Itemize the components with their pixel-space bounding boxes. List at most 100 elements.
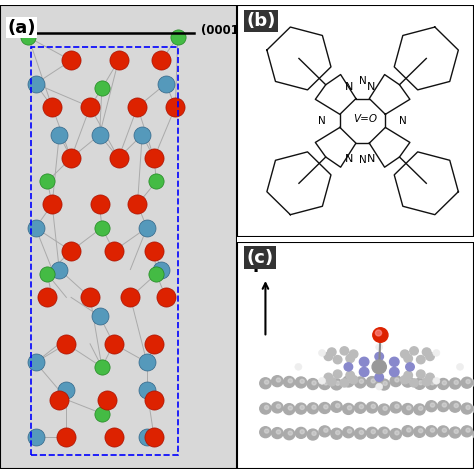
Circle shape: [366, 428, 378, 438]
Circle shape: [426, 379, 437, 390]
Circle shape: [419, 406, 423, 410]
Circle shape: [319, 379, 330, 390]
Circle shape: [430, 381, 435, 385]
Circle shape: [295, 364, 302, 370]
Circle shape: [466, 380, 470, 383]
Circle shape: [438, 379, 449, 390]
Point: [150, 396, 158, 403]
Point: [86, 293, 94, 301]
Text: N: N: [345, 82, 354, 92]
Circle shape: [343, 376, 354, 387]
Circle shape: [324, 428, 328, 432]
Circle shape: [442, 403, 447, 407]
Circle shape: [378, 404, 390, 415]
FancyBboxPatch shape: [0, 5, 237, 469]
Circle shape: [324, 405, 328, 409]
Point: [55, 131, 63, 138]
Point: [48, 201, 56, 208]
Point: [172, 103, 179, 111]
Point: [32, 359, 39, 366]
Circle shape: [378, 427, 390, 438]
Circle shape: [390, 375, 401, 387]
Point: [98, 363, 106, 371]
Circle shape: [390, 357, 399, 366]
Circle shape: [414, 427, 425, 438]
Circle shape: [407, 428, 411, 432]
Circle shape: [336, 403, 340, 408]
Point: [143, 224, 151, 231]
Circle shape: [264, 380, 269, 384]
Circle shape: [426, 352, 434, 361]
Point: [143, 433, 151, 440]
Circle shape: [449, 427, 461, 438]
Circle shape: [417, 356, 425, 364]
Circle shape: [383, 382, 387, 385]
Circle shape: [359, 367, 369, 376]
Circle shape: [340, 347, 349, 355]
Circle shape: [295, 403, 307, 414]
Circle shape: [414, 378, 425, 389]
Circle shape: [288, 406, 292, 410]
Point: [63, 340, 70, 347]
Point: [48, 103, 56, 111]
Circle shape: [260, 403, 271, 414]
Point: [25, 34, 32, 41]
Point: [67, 154, 75, 162]
Circle shape: [438, 426, 449, 437]
Point: [115, 57, 122, 64]
Point: [138, 131, 146, 138]
Circle shape: [272, 376, 283, 387]
Circle shape: [383, 429, 387, 434]
Circle shape: [401, 350, 409, 358]
Circle shape: [324, 352, 333, 361]
Circle shape: [406, 363, 414, 371]
Circle shape: [260, 378, 271, 389]
Circle shape: [454, 403, 458, 408]
Circle shape: [419, 428, 423, 433]
Text: (a): (a): [7, 18, 36, 36]
Circle shape: [312, 431, 316, 436]
Circle shape: [260, 427, 271, 438]
Circle shape: [366, 402, 378, 413]
Circle shape: [442, 428, 447, 432]
Point: [103, 396, 110, 403]
Circle shape: [288, 431, 292, 435]
Circle shape: [449, 401, 461, 412]
Text: (c): (c): [246, 248, 273, 266]
Circle shape: [276, 378, 281, 382]
Text: N: N: [367, 155, 375, 164]
Circle shape: [328, 348, 336, 356]
Circle shape: [407, 378, 411, 383]
Point: [110, 433, 118, 440]
Text: N: N: [345, 155, 354, 164]
Point: [96, 312, 103, 320]
Point: [55, 266, 63, 273]
FancyBboxPatch shape: [237, 5, 474, 237]
Circle shape: [419, 381, 423, 385]
Bar: [31, 46, 178, 456]
FancyBboxPatch shape: [237, 242, 474, 469]
Circle shape: [312, 381, 316, 385]
Point: [157, 57, 165, 64]
Circle shape: [307, 379, 319, 390]
Circle shape: [426, 373, 434, 382]
Circle shape: [390, 428, 401, 439]
Circle shape: [276, 404, 281, 408]
Point: [55, 396, 63, 403]
Circle shape: [319, 426, 330, 437]
Point: [67, 57, 75, 64]
Point: [150, 247, 158, 255]
Point: [157, 266, 165, 273]
Point: [127, 293, 134, 301]
Circle shape: [410, 347, 418, 355]
Point: [143, 359, 151, 366]
Circle shape: [355, 428, 366, 439]
Text: P: P: [252, 258, 264, 276]
Circle shape: [378, 379, 390, 390]
Circle shape: [336, 430, 340, 435]
Point: [98, 84, 106, 92]
Text: N: N: [319, 116, 326, 126]
Circle shape: [319, 377, 326, 384]
Point: [143, 386, 151, 394]
Circle shape: [395, 431, 399, 435]
